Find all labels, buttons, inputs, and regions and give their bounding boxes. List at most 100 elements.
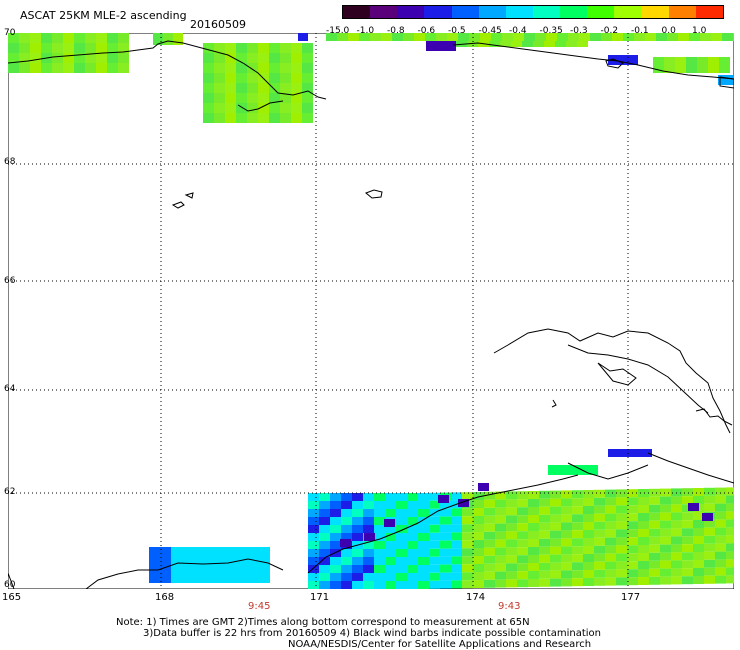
swath-cell bbox=[495, 515, 506, 524]
swath-cell bbox=[467, 41, 478, 47]
swath-cell bbox=[671, 560, 682, 569]
swath-cell bbox=[385, 557, 396, 565]
swath-cell bbox=[374, 557, 385, 565]
swath-cell bbox=[74, 53, 85, 63]
swath-cell bbox=[352, 549, 363, 557]
swath-cell bbox=[269, 73, 280, 83]
swath-cell bbox=[41, 63, 52, 73]
swath-cell bbox=[258, 113, 269, 123]
swath-cell bbox=[414, 33, 425, 41]
swath-cell bbox=[438, 495, 449, 503]
swath-cell bbox=[605, 561, 616, 570]
swath-cell bbox=[451, 492, 462, 501]
swath-cell bbox=[645, 33, 656, 41]
colorbar-label: -0.3 bbox=[570, 26, 588, 36]
swath-cell bbox=[352, 573, 363, 581]
swath-cell bbox=[548, 465, 598, 475]
swath-cell bbox=[363, 549, 374, 557]
swath-cell bbox=[204, 547, 215, 556]
swath-cell bbox=[528, 507, 539, 515]
swath-cell bbox=[451, 556, 462, 565]
swath-cell bbox=[269, 93, 280, 103]
colorbar-swatch bbox=[668, 6, 696, 18]
swath-cell bbox=[528, 571, 539, 579]
swath-cell bbox=[203, 103, 214, 113]
swath-cell bbox=[403, 33, 414, 41]
swath-cell bbox=[616, 545, 627, 554]
swath-cell bbox=[308, 533, 319, 541]
swath-cell bbox=[511, 41, 522, 47]
swath-cell bbox=[726, 511, 734, 520]
swath-cell bbox=[704, 543, 715, 552]
swath-cell bbox=[302, 113, 313, 123]
swath-cell bbox=[572, 562, 583, 571]
swath-cell bbox=[247, 73, 258, 83]
swath-cell bbox=[149, 574, 160, 583]
swath-cell bbox=[594, 505, 605, 514]
swath-cell bbox=[605, 553, 616, 562]
swath-cell bbox=[52, 53, 63, 63]
colorbar-swatch bbox=[424, 6, 452, 18]
swath-cell bbox=[269, 113, 280, 123]
swath-cell bbox=[550, 562, 561, 571]
swath-cell bbox=[506, 515, 517, 524]
swath-cell bbox=[215, 556, 226, 565]
swath-cell bbox=[715, 535, 726, 544]
swath-cell bbox=[649, 504, 660, 513]
swath-cell bbox=[352, 501, 363, 509]
swath-cell bbox=[171, 574, 182, 583]
swath-cell bbox=[583, 562, 594, 570]
swath-cell bbox=[341, 501, 352, 509]
swath-cell bbox=[214, 83, 225, 93]
swath-cell bbox=[608, 449, 652, 457]
swath-cell bbox=[330, 573, 341, 581]
swath-cell bbox=[546, 33, 557, 41]
swath-cell bbox=[374, 549, 385, 557]
swath-cell bbox=[605, 513, 616, 522]
swath-cell bbox=[682, 560, 693, 569]
swath-cell bbox=[308, 509, 319, 517]
swath-cell bbox=[495, 563, 506, 572]
swath-cell bbox=[572, 570, 583, 579]
swath-cell bbox=[649, 520, 660, 529]
lon-label: 168 bbox=[155, 592, 175, 603]
swath-cell bbox=[473, 524, 484, 532]
swath-cell bbox=[280, 63, 291, 73]
swath-cell bbox=[561, 506, 572, 515]
swath-cell bbox=[726, 503, 734, 512]
swath-cell bbox=[429, 548, 440, 557]
swath-cell bbox=[203, 63, 214, 73]
swath-cell bbox=[429, 556, 440, 565]
swath-cell bbox=[627, 529, 638, 538]
swath-cell bbox=[627, 505, 638, 514]
swath-cell bbox=[594, 537, 605, 546]
swath-cell bbox=[396, 525, 407, 533]
swath-cell bbox=[385, 581, 396, 589]
swath-cell bbox=[704, 559, 715, 568]
swath-cell bbox=[319, 557, 330, 565]
swath-cell bbox=[550, 490, 561, 499]
swath-cell bbox=[440, 580, 451, 589]
swath-cell bbox=[561, 570, 572, 579]
swath-cell bbox=[594, 497, 605, 506]
lat-label: 64 bbox=[4, 384, 16, 394]
map-title: ASCAT 25KM MLE-2 ascending bbox=[20, 9, 187, 22]
swath-cell bbox=[649, 528, 660, 537]
swath-cell bbox=[341, 533, 352, 541]
swath-cell bbox=[495, 507, 506, 516]
colorbar-swatch bbox=[641, 6, 669, 18]
swath-cell bbox=[495, 523, 506, 532]
swath-cell bbox=[583, 506, 594, 514]
swath-cell bbox=[385, 525, 396, 533]
swath-cell bbox=[396, 533, 407, 541]
swath-cell bbox=[638, 569, 649, 577]
swath-cell bbox=[656, 33, 667, 41]
swath-cell bbox=[550, 538, 561, 547]
colorbar-label: -0.35 bbox=[539, 26, 563, 36]
swath-cell bbox=[418, 549, 429, 557]
swath-cell bbox=[352, 581, 363, 589]
swath-cell bbox=[280, 83, 291, 93]
swath-cell bbox=[440, 500, 451, 509]
swath-cell bbox=[704, 495, 715, 504]
swath-cell bbox=[440, 516, 451, 525]
